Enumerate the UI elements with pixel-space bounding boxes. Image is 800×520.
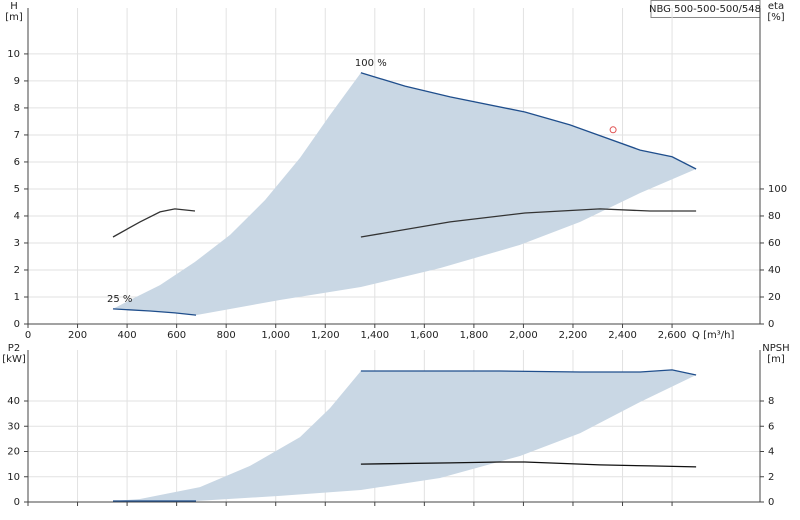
x-tick-label: 2,000 <box>509 330 538 341</box>
y2-tick-label: 0 <box>768 319 774 330</box>
y-tick-label: 7 <box>14 130 20 141</box>
x-tick-label: 1,000 <box>261 330 290 341</box>
y-tick-label: 5 <box>14 184 20 195</box>
y2-axis-label: eta <box>768 1 784 12</box>
x-tick-label: 1,200 <box>311 330 340 341</box>
y-tick-label: 9 <box>14 76 20 87</box>
y-axis-unit: [m] <box>5 12 23 23</box>
curve <box>112 308 197 316</box>
y-axis-label: P2 <box>8 343 20 354</box>
curve-label: 25 % <box>107 294 132 305</box>
y2-axis-unit: [m] <box>767 354 785 365</box>
y-axis-unit: [kW] <box>2 354 26 365</box>
y-tick-label: 10 <box>7 472 20 483</box>
duty-point <box>609 126 617 134</box>
x-tick-label: 1,400 <box>360 330 389 341</box>
y-tick-label: 1 <box>14 292 20 303</box>
y2-tick-label: 6 <box>768 421 774 432</box>
curve <box>360 208 697 238</box>
operating-area <box>113 369 697 501</box>
y2-tick-label: 2 <box>768 472 774 483</box>
y-tick-label: 4 <box>14 211 20 222</box>
x-tick-label: 1,800 <box>460 330 489 341</box>
y-tick-label: 10 <box>7 49 20 60</box>
y2-tick-label: 0 <box>768 497 774 508</box>
y-axis-label: H <box>10 1 18 12</box>
x-tick-label: 2,200 <box>559 330 588 341</box>
curve-label: 100 % <box>355 58 387 69</box>
x-tick-label: 800 <box>217 330 236 341</box>
x-tick-label: 1,600 <box>410 330 439 341</box>
y2-tick-label: 100 <box>768 184 787 195</box>
x-axis-label: Q [m³/h] <box>692 330 734 341</box>
x-tick-label: 400 <box>118 330 137 341</box>
y2-tick-label: 40 <box>768 265 781 276</box>
y2-axis-unit: [%] <box>767 12 784 23</box>
x-tick-label: 2,600 <box>658 330 687 341</box>
y-tick-label: 8 <box>14 103 20 114</box>
y-tick-label: 6 <box>14 157 20 168</box>
pump-tag: NBG 500-500-500/548 <box>649 4 761 15</box>
y-tick-label: 0 <box>14 319 20 330</box>
x-tick-label: 600 <box>167 330 186 341</box>
x-tick-label: 2,400 <box>608 330 637 341</box>
curve <box>112 208 196 238</box>
y2-tick-label: 80 <box>768 211 781 222</box>
y-tick-label: 30 <box>7 421 20 432</box>
x-tick-label: 200 <box>68 330 87 341</box>
y-tick-label: 20 <box>7 447 20 458</box>
operating-area <box>113 72 697 316</box>
y2-tick-label: 20 <box>768 292 781 303</box>
y2-tick-label: 8 <box>768 396 774 407</box>
y2-tick-label: 4 <box>768 447 774 458</box>
y-tick-label: 2 <box>14 265 20 276</box>
y-tick-label: 3 <box>14 238 20 249</box>
curve <box>360 461 697 468</box>
curve <box>360 72 697 170</box>
y2-axis-label: NPSH <box>762 343 789 354</box>
x-tick-label: 0 <box>25 330 31 341</box>
y-tick-label: 0 <box>14 497 20 508</box>
curve <box>360 369 697 376</box>
y-tick-label: 40 <box>7 396 20 407</box>
y2-tick-label: 60 <box>768 238 781 249</box>
